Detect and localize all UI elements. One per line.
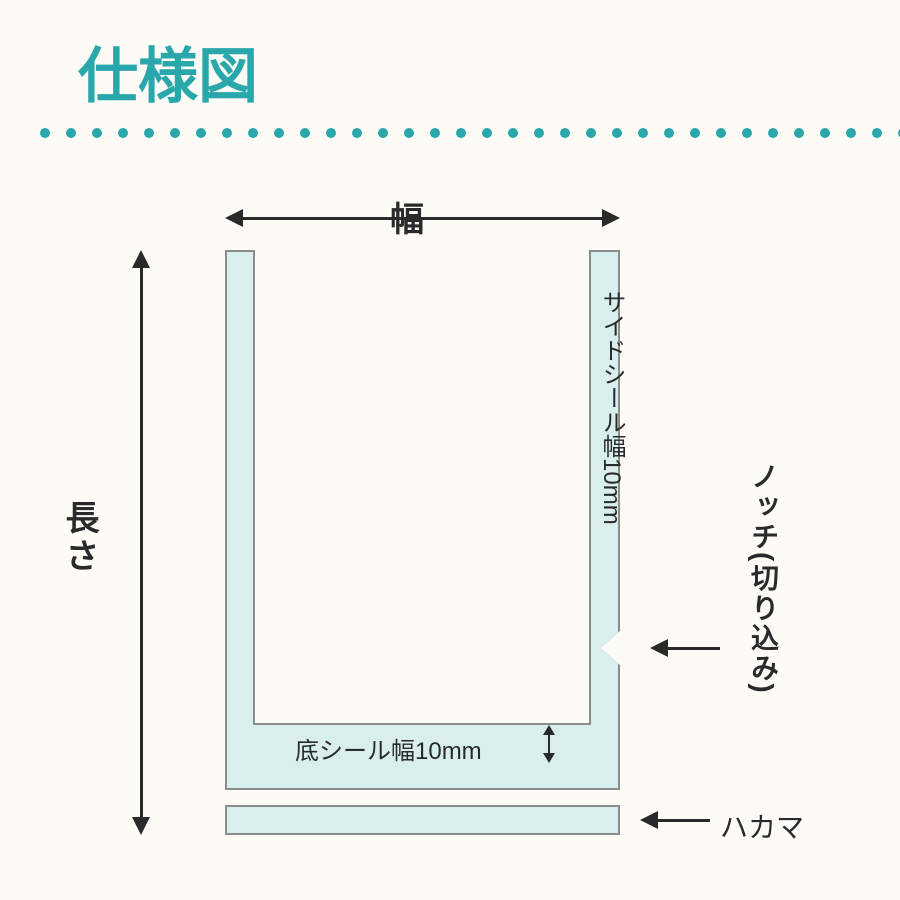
title-dots — [40, 128, 900, 138]
width-label: 幅 — [390, 192, 424, 241]
notch-pointer-arrow — [650, 637, 720, 659]
length-dimension-arrow — [130, 250, 154, 835]
length-label: 長さ — [55, 500, 104, 576]
spec-diagram: 幅 長さ サイドシール幅10mm 底シール幅10mm ノッチ(切り込み) ハカマ — [0, 175, 900, 875]
notch-label: ノッチ(切り込み) — [743, 462, 783, 695]
hakama-pointer-arrow — [640, 809, 710, 831]
bottom-seal-label: 底シール幅10mm — [295, 731, 482, 766]
bottom-seal-arrow — [541, 725, 559, 763]
side-seal-label: サイドシール幅10mm — [594, 290, 629, 525]
page-title: 仕様図 — [78, 28, 258, 115]
notch-icon — [601, 630, 621, 666]
hakama-strip — [225, 805, 620, 835]
bag-inner — [253, 250, 591, 725]
hakama-label: ハカマ — [720, 806, 804, 846]
